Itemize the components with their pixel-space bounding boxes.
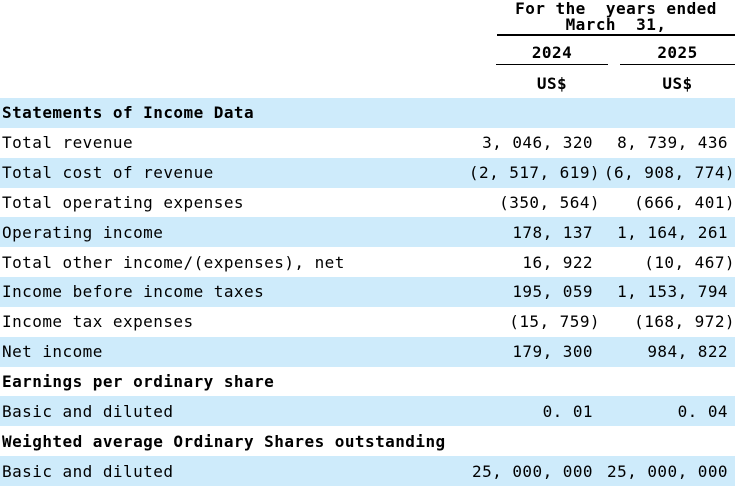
table-row: Weighted average Ordinary Shares outstan… — [0, 426, 735, 456]
row-label: Total operating expenses — [0, 193, 465, 212]
value-2024: (15, 759) — [465, 312, 600, 331]
row-label: Income before income taxes — [0, 282, 465, 301]
table-row: Total revenue3, 046, 3208, 739, 436 — [0, 128, 735, 158]
value-2025: (10, 467) — [600, 253, 735, 272]
value-2025: 0. 04 — [600, 402, 735, 421]
value-2024: 179, 300 — [465, 342, 600, 361]
table-row: Statements of Income Data — [0, 98, 735, 128]
table-row: Total other income/(expenses), net16, 92… — [0, 247, 735, 277]
value-2025: 1, 153, 794 — [600, 282, 735, 301]
section-label: Earnings per ordinary share — [0, 372, 465, 391]
currency-label-2024: US$ — [496, 72, 608, 96]
row-label: Total cost of revenue — [0, 163, 465, 182]
value-2024: 195, 059 — [465, 282, 600, 301]
table-row: Earnings per ordinary share — [0, 367, 735, 397]
row-label: Operating income — [0, 223, 465, 242]
table-row: Operating income178, 1371, 164, 261 — [0, 217, 735, 247]
value-2024: 178, 137 — [465, 223, 600, 242]
value-2024: 16, 922 — [465, 253, 600, 272]
table-row: Basic and diluted0. 010. 04 — [0, 396, 735, 426]
value-2024: 0. 01 — [465, 402, 600, 421]
row-label: Net income — [0, 342, 465, 361]
section-label: Statements of Income Data — [0, 103, 465, 122]
value-2024: (2, 517, 619) — [465, 163, 600, 182]
row-label: Income tax expenses — [0, 312, 465, 331]
row-label: Total revenue — [0, 133, 465, 152]
value-2025: (168, 972) — [600, 312, 735, 331]
table-row: Income tax expenses(15, 759)(168, 972) — [0, 307, 735, 337]
row-label: Basic and diluted — [0, 402, 465, 421]
period-caption: For the years ended March 31, — [497, 1, 735, 33]
header-rule — [497, 34, 735, 36]
value-2024: (350, 564) — [465, 193, 600, 212]
currency-label-2025: US$ — [620, 72, 735, 96]
income-statement-table: For the years ended March 31, 2024 2025 … — [0, 0, 735, 486]
row-label: Total other income/(expenses), net — [0, 253, 465, 272]
value-2025: 8, 739, 436 — [600, 133, 735, 152]
table-row: Total operating expenses(350, 564)(666, … — [0, 188, 735, 218]
table-row: Income before income taxes195, 0591, 153… — [0, 277, 735, 307]
value-2025: 1, 164, 261 — [600, 223, 735, 242]
table-row: Net income179, 300984, 822 — [0, 337, 735, 367]
row-label: Basic and diluted — [0, 462, 465, 481]
value-2025: (6, 908, 774) — [600, 163, 735, 182]
value-2024: 25, 000, 000 — [465, 462, 600, 481]
value-2025: 25, 000, 000 — [600, 462, 735, 481]
value-2025: (666, 401) — [600, 193, 735, 212]
section-label: Weighted average Ordinary Shares outstan… — [0, 432, 465, 451]
value-2025: 984, 822 — [600, 342, 735, 361]
table-row: Total cost of revenue(2, 517, 619)(6, 90… — [0, 158, 735, 188]
table-row: Basic and diluted25, 000, 00025, 000, 00… — [0, 456, 735, 486]
column-header-2024: 2024 — [496, 42, 608, 65]
period-caption-line2: March 31, — [497, 17, 735, 33]
column-header-2025: 2025 — [620, 42, 735, 65]
value-2024: 3, 046, 320 — [465, 133, 600, 152]
income-table-rows: Statements of Income Data Total revenue3,… — [0, 98, 735, 486]
